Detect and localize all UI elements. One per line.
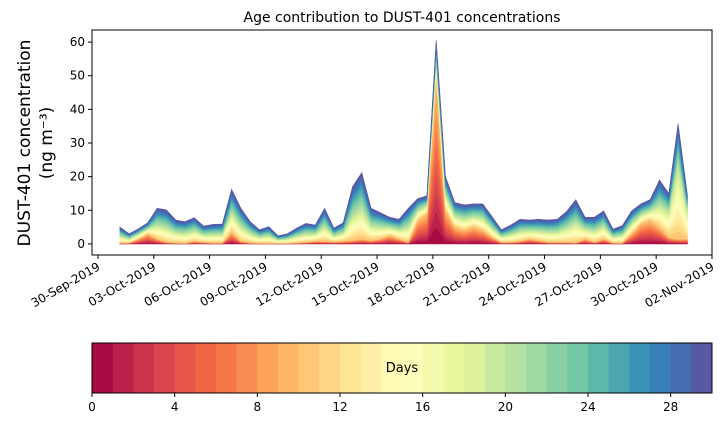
colorbar-level-20: [505, 343, 527, 393]
colorbar-level-25: [608, 343, 630, 393]
colorbar-level-11: [319, 343, 341, 393]
y-tick-label: 60: [70, 35, 85, 49]
stacked-areas: [119, 40, 688, 245]
area-band-day-23: [119, 51, 688, 240]
colorbar-level-5: [195, 343, 217, 393]
colorbar-level-24: [588, 343, 610, 393]
colorbar-level-6: [216, 343, 238, 393]
area-band-day-27: [119, 44, 688, 238]
colorbar-level-23: [567, 343, 589, 393]
y-axis-label-line2: (ng m⁻³): [37, 107, 57, 180]
colorbar-level-1: [112, 343, 134, 393]
y-tick-label: 10: [70, 203, 85, 217]
y-tick-label: 0: [77, 237, 85, 251]
y-tick-label: 50: [70, 69, 85, 83]
y-tick-label: 40: [70, 102, 85, 116]
colorbar-level-2: [133, 343, 155, 393]
colorbar-level-28: [670, 343, 692, 393]
area-band-day-25: [119, 47, 688, 239]
colorbar-tick-label: 24: [580, 400, 595, 414]
area-band-day-26: [119, 45, 688, 238]
colorbar-level-27: [650, 343, 672, 393]
colorbar-level-17: [443, 343, 465, 393]
y-tick-label: 20: [70, 170, 85, 184]
colorbar-level-26: [629, 343, 651, 393]
colorbar-tick-label: 4: [171, 400, 179, 414]
colorbar-level-9: [278, 343, 300, 393]
colorbar-tick-label: 16: [415, 400, 430, 414]
colorbar-level-16: [422, 343, 444, 393]
colorbar-level-19: [484, 343, 506, 393]
colorbar-tick-label: 12: [332, 400, 347, 414]
area-band-day-22: [119, 53, 688, 240]
chart-title: Age contribution to DUST-401 concentrati…: [244, 10, 561, 26]
colorbar-level-3: [154, 343, 176, 393]
x-axis: 30-Sep-201903-Oct-201906-Oct-201909-Oct-…: [29, 255, 717, 310]
colorbar-level-4: [174, 343, 196, 393]
colorbar-tick-label: 0: [88, 400, 96, 414]
plot-frame: [91, 29, 713, 256]
colorbar-level-22: [546, 343, 568, 393]
area-band-day-29: [119, 40, 688, 237]
colorbar-level-0: [92, 343, 114, 393]
y-axis-label-line1: DUST-401 concentration: [15, 40, 35, 247]
colorbar-level-8: [257, 343, 279, 393]
y-axis: 0 10 20 30 40 50 60: [70, 35, 92, 251]
colorbar-frame: [91, 342, 713, 394]
colorbar-level-15: [402, 343, 424, 393]
colorbar-label: Days: [386, 361, 419, 376]
colorbar-level-21: [526, 343, 548, 393]
area-band-day-24: [119, 49, 688, 239]
colorbar-tick-label: 20: [498, 400, 513, 414]
colorbar-level-7: [236, 343, 258, 393]
y-axis-label: DUST-401 concentration (ng m⁻³): [15, 40, 57, 247]
colorbar-tick-label: 28: [663, 400, 678, 414]
colorbar-level-18: [464, 343, 486, 393]
area-band-day-28: [119, 42, 688, 237]
y-tick-label: 30: [70, 136, 85, 150]
colorbar-level-29: [691, 343, 713, 393]
colorbar: 0 4 8 12 16 20 24 28: [88, 342, 713, 414]
colorbar-level-14: [381, 343, 403, 393]
colorbar-level-13: [360, 343, 382, 393]
colorbar-level-12: [340, 343, 362, 393]
colorbar-tick-label: 8: [254, 400, 262, 414]
colorbar-level-10: [298, 343, 320, 393]
